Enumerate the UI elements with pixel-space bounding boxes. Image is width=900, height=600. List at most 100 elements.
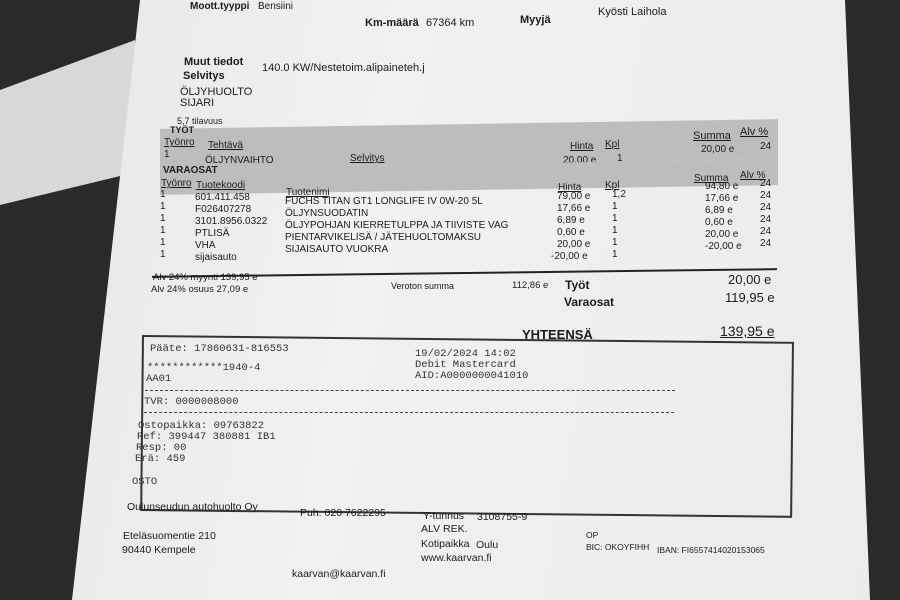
parts-col-code: Tuotekoodi — [196, 180, 246, 191]
parts-sum: 20,00 e — [705, 229, 739, 240]
parts-col-name: Tuotenimi — [286, 187, 330, 198]
parts-price: -20,00 e — [551, 251, 588, 262]
vat-share: Alv 24% osuus 27,09 e — [151, 284, 249, 295]
parts-vat: 24 — [760, 238, 772, 249]
work-task: ÖLJYNVAIHTO — [205, 155, 274, 166]
explanation-line: SIJARI — [180, 97, 215, 109]
reference: Ref: 399447 380881 IB1 — [137, 431, 276, 443]
net-label: Veroton summa — [391, 281, 455, 291]
parts-no: 1 — [160, 189, 166, 200]
parts-name: PIENTARVIKELISÄ / JÄTEHUOLTOMAKSU — [285, 232, 481, 243]
response: Resp: 00 — [136, 442, 187, 454]
work-col-sum: Summa — [693, 130, 731, 142]
ytunnus-value: 3108755-9 — [477, 511, 528, 523]
parts-col-vat: Alv % — [740, 170, 766, 181]
work-col-task: Tehtävä — [208, 140, 244, 151]
parts-col-price: Hinta — [558, 182, 582, 193]
parts-sum: 17,66 e — [705, 193, 739, 204]
explanation-label: Selvitys — [183, 70, 225, 82]
parts-qty: 1 — [612, 213, 618, 224]
work-col-no: Työnro — [164, 137, 195, 148]
work-total-label: Työt — [565, 278, 590, 292]
parts-qty: 1,2 — [612, 189, 626, 200]
parts-sum: 94,80 e — [705, 181, 739, 192]
parts-code: VHA — [195, 240, 216, 251]
bank-name: OP — [586, 530, 599, 540]
other-label: Muut tiedot — [184, 56, 244, 68]
parts-no: 1 — [160, 237, 166, 248]
seller-value: Kyösti Laihola — [598, 6, 667, 18]
parts-no: 1 — [160, 249, 166, 260]
engine-label: Moott.tyyppi — [190, 1, 250, 12]
company-name: Oulunseudun autohuolto Oy — [127, 501, 258, 513]
parts-price: 20,00 e — [557, 239, 591, 250]
grand-total-value: 139,95 e — [720, 323, 775, 339]
work-title: TYÖT — [170, 125, 194, 135]
km-value: 67364 km — [426, 17, 475, 29]
work-qty: 1 — [617, 153, 623, 164]
ytunnus-label: Y-tunnus — [423, 510, 465, 522]
parts-qty: 1 — [612, 249, 618, 260]
volume: 5,7 tilavuus — [177, 116, 223, 126]
parts-code: sijaisauto — [195, 252, 237, 263]
terminal: Pääte: 17860631-816553 — [150, 343, 289, 355]
parts-total-value: 119,95 e — [725, 290, 775, 305]
aa-code: AA01 — [146, 373, 172, 385]
street-address: Eteläsuomentie 210 — [123, 530, 216, 542]
parts-no: 1 — [160, 201, 166, 212]
km-label: Km-määrä — [365, 17, 419, 29]
parts-col-qty: Kpl — [605, 180, 620, 191]
parts-title: VARAOSAT — [163, 165, 218, 176]
work-price: 20,00 e — [563, 155, 597, 166]
other-value: 140.0 KW/Nestetoim.alipaineteh.j — [262, 62, 425, 74]
parts-vat: 24 — [760, 190, 772, 201]
work-col-qty: Kpl — [605, 139, 620, 150]
parts-name: ÖLJYPOHJAN KIERRETULPPA JA TIIVISTE VAG — [285, 220, 509, 231]
divider — [144, 412, 674, 413]
vat-registered: ALV REK. — [421, 523, 468, 535]
parts-qty: 1 — [612, 201, 618, 212]
batch: Erä: 459 — [135, 453, 186, 465]
work-total-value: 20,00 e — [728, 272, 772, 287]
parts-price: 17,66 e — [557, 203, 591, 214]
parts-name: SIJAISAUTO VUOKRA — [285, 244, 389, 255]
parts-no: 1 — [160, 225, 166, 236]
bic: BIC: OKOYFIHH — [586, 542, 650, 552]
parts-code: F026407278 — [195, 204, 252, 215]
parts-price: 0,60 e — [557, 227, 585, 238]
purchase-place: Ostopaikka: 09763822 — [138, 420, 265, 432]
parts-sum: 0,60 e — [705, 217, 733, 228]
net-value: 112,86 e — [512, 280, 549, 291]
work-vat: 24 — [760, 141, 772, 152]
grand-total-label: YHTEENSÄ — [522, 327, 593, 342]
explanation-line: ÖLJYHUOLTO — [180, 86, 253, 98]
parts-price: 79,00 e — [557, 191, 591, 202]
parts-price: 6,89 e — [557, 215, 585, 226]
parts-vat: 24 — [760, 214, 772, 225]
parts-code: 3101.8956.0322 — [195, 216, 268, 227]
parts-vat: 24 — [760, 178, 772, 189]
parts-total-label: Varaosat — [564, 295, 615, 309]
parts-vat: 24 — [760, 226, 772, 237]
engine-value: Bensiini — [258, 1, 294, 12]
card-type: Debit Mastercard — [415, 359, 516, 371]
phone: Puh. 020 7622295 — [300, 507, 386, 519]
parts-no: 1 — [160, 213, 166, 224]
parts-col-sum: Summa — [694, 173, 729, 184]
work-no: 1 — [164, 149, 170, 160]
work-col-expl: Selvitys — [350, 153, 385, 164]
parts-vat: 24 — [760, 202, 772, 213]
website[interactable]: www.kaarvan.fi — [421, 552, 492, 564]
parts-sum: 6,89 e — [705, 205, 733, 216]
email[interactable]: kaarvan@kaarvan.fi — [292, 568, 386, 580]
city-address: 90440 Kempele — [122, 544, 196, 556]
tvr: TVR: 0000008000 — [144, 396, 239, 408]
work-sum: 20,00 e — [701, 144, 735, 155]
parts-col-no: Työnro — [161, 178, 192, 189]
transaction-type: OSTO — [132, 476, 158, 488]
seller-label: Myyjä — [520, 14, 551, 26]
iban: IBAN: FI6557414020153065 — [657, 545, 765, 555]
card-number: ************1940-4 — [147, 362, 261, 374]
parts-qty: 1 — [612, 237, 618, 248]
